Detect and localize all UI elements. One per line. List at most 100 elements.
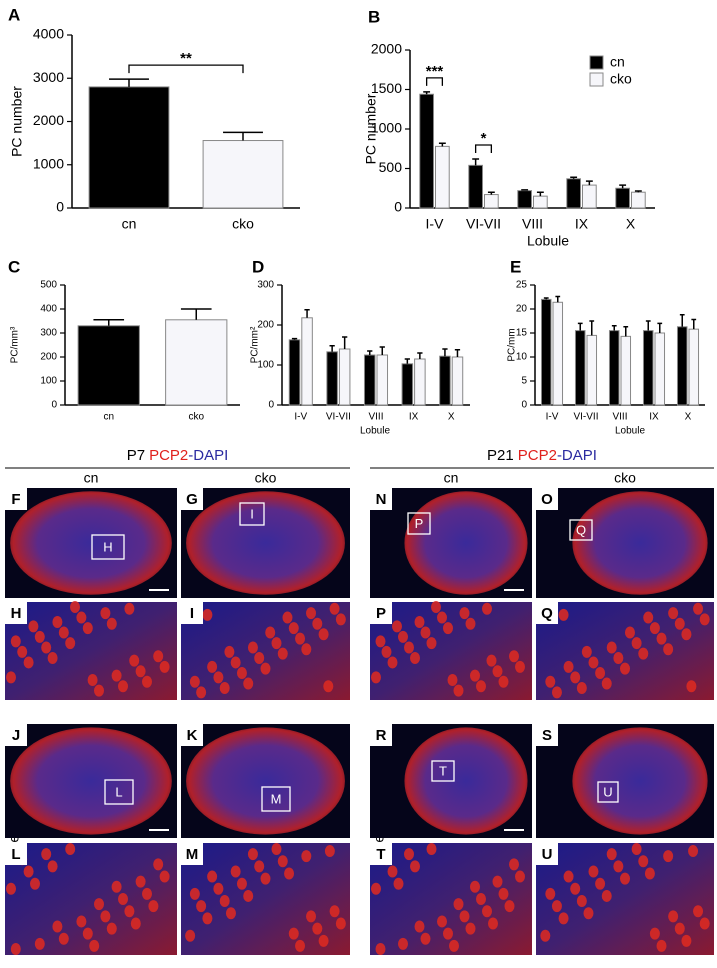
cell [224, 645, 235, 658]
cell [681, 628, 692, 641]
bar [326, 351, 338, 406]
y-tick-label: 500 [40, 280, 57, 291]
error-bar [442, 348, 448, 357]
cell [17, 645, 28, 658]
error-bar [329, 345, 335, 352]
panel-letter: D [252, 257, 264, 276]
cell [10, 635, 21, 648]
cell [207, 660, 218, 673]
cell [693, 602, 704, 615]
cell [509, 858, 519, 871]
error-bar [417, 352, 423, 359]
cell [52, 920, 63, 933]
cell [65, 843, 76, 856]
error-bar [536, 191, 544, 197]
bar [88, 86, 170, 209]
cell [420, 626, 431, 639]
bar [301, 317, 313, 406]
cell [89, 939, 100, 952]
cell [492, 665, 503, 678]
cell [34, 937, 45, 950]
inset-letter: P [415, 516, 424, 531]
cell [668, 607, 679, 620]
significance-bracket [128, 64, 244, 74]
cell [23, 656, 34, 669]
x-tick-label: IX [575, 216, 589, 232]
y-tick-label: 0 [268, 400, 274, 411]
cell [142, 675, 152, 688]
cell [324, 845, 335, 858]
cell [588, 865, 599, 878]
error-bar [109, 78, 149, 87]
cell [94, 684, 104, 697]
tissue [186, 727, 345, 835]
error-bar [487, 191, 495, 195]
cell [189, 675, 200, 688]
y-tick-label: 1500 [371, 80, 402, 96]
panel-letter: N [376, 491, 387, 508]
panel-letter: S [542, 727, 552, 744]
bar [439, 355, 451, 406]
cell [482, 905, 492, 918]
cell [606, 848, 617, 861]
header-counterstain: -DAPI [557, 447, 597, 464]
panel-header: P7 PCP2-DAPI [127, 447, 229, 464]
cell [111, 880, 122, 893]
panel-letter-box [181, 843, 203, 865]
bar [451, 356, 464, 406]
cell [375, 942, 386, 955]
cell [631, 637, 642, 650]
bar [435, 145, 450, 209]
tissue [10, 491, 172, 595]
cell [295, 632, 306, 645]
x-tick-label: I-V [294, 412, 307, 423]
error-bar [423, 91, 431, 95]
panel-letter: O [541, 491, 553, 508]
y-tick-label: 200 [257, 320, 274, 331]
cell [387, 865, 398, 878]
cell [301, 850, 312, 863]
y-tick-label: 0 [51, 400, 57, 411]
header-counterstain: -DAPI [188, 447, 228, 464]
cell [558, 912, 569, 925]
cell [624, 626, 635, 639]
cell [410, 860, 420, 873]
cell [515, 870, 525, 883]
cell [94, 898, 104, 911]
cell [613, 860, 624, 873]
cell [230, 865, 241, 878]
cell [124, 602, 135, 615]
cell [284, 867, 295, 880]
inset-letter: I [250, 506, 254, 521]
cell [277, 855, 288, 868]
panel-letter-box [181, 602, 203, 624]
legend-label: cn [610, 54, 625, 70]
panel-letter-box [370, 602, 392, 624]
cell [159, 660, 170, 673]
cell [504, 900, 515, 913]
bar [608, 330, 620, 406]
cell [202, 912, 213, 925]
bar [517, 190, 533, 209]
cell [271, 637, 282, 650]
legend-swatch [589, 55, 604, 70]
cell [465, 617, 476, 630]
cell [486, 654, 497, 667]
error-bar [304, 309, 310, 318]
cell [243, 889, 254, 902]
error-bar [472, 158, 480, 166]
y-tick-label: 5 [521, 376, 527, 387]
cell [620, 872, 630, 885]
bar [654, 332, 666, 406]
cell [100, 910, 111, 923]
tissue [572, 491, 708, 595]
error-bar [379, 346, 385, 355]
cell [41, 641, 52, 654]
panel-letter: K [187, 727, 198, 744]
header-age: P21 [487, 447, 514, 464]
cell [254, 860, 265, 873]
cell [476, 680, 486, 693]
bar [338, 348, 351, 406]
y-axis-label: PC number [363, 93, 379, 164]
bar [202, 140, 284, 209]
